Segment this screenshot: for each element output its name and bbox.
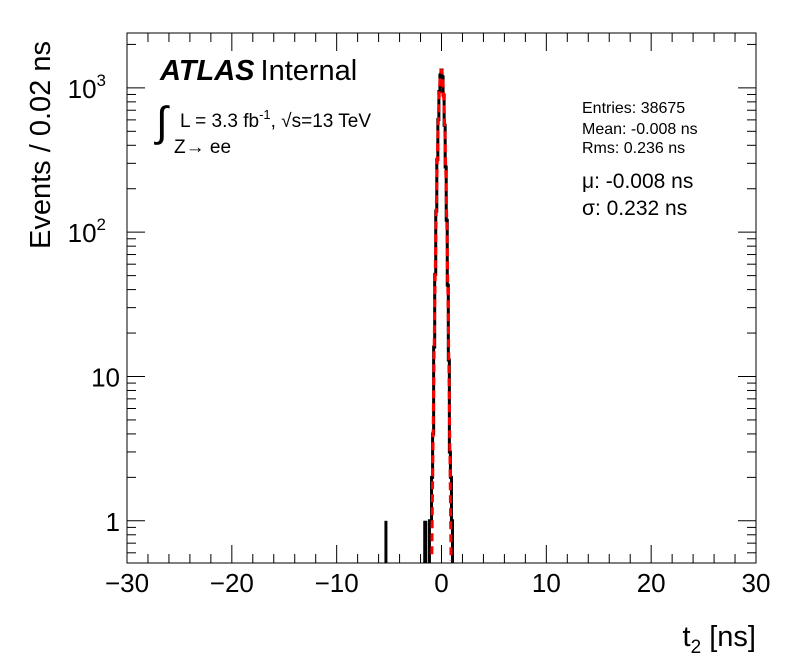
process-label: Z→ ee [174,137,231,158]
x-tick-label: 20 [637,568,666,598]
x-tick-label: −20 [210,568,254,598]
x-tick-label: −10 [315,568,359,598]
x-tick-label: 10 [532,568,561,598]
x-tick-label: 30 [742,568,771,598]
x-tick-labels: −30 −20 −10 0 10 20 30 [105,568,771,598]
x-tick-label: 0 [434,568,448,598]
integral-symbol: ∫ [154,98,170,145]
lumi-label: L = 3.3 fb-1, √s=13 TeV [180,107,371,132]
y-tick-label: 103 [68,71,106,104]
y-axis-label: Events / 0.02 ns [25,41,57,249]
y-tick-label: 10 [91,362,120,392]
x-tick-label: −30 [105,568,149,598]
fit-curve [430,68,453,561]
histogram [384,68,455,563]
stats-entries: Entries: 38675 [582,100,685,117]
y-tick-label: 102 [68,215,106,248]
fit-mu: μ: -0.008 ns [582,170,693,193]
axis-ticks [126,33,757,563]
y-tick-labels: 1 10 102 103 [68,71,120,537]
stats-mean: Mean: -0.008 ns [582,121,698,138]
atlas-label: ATLAS Internal [159,55,357,87]
fit-sigma: σ: 0.232 ns [582,197,687,220]
gaussian-fit [430,68,453,561]
stats-rms: Rms: 0.236 ns [582,140,685,157]
x-axis-label: t2 [ns] [683,621,756,658]
y-tick-label: 1 [106,507,120,537]
